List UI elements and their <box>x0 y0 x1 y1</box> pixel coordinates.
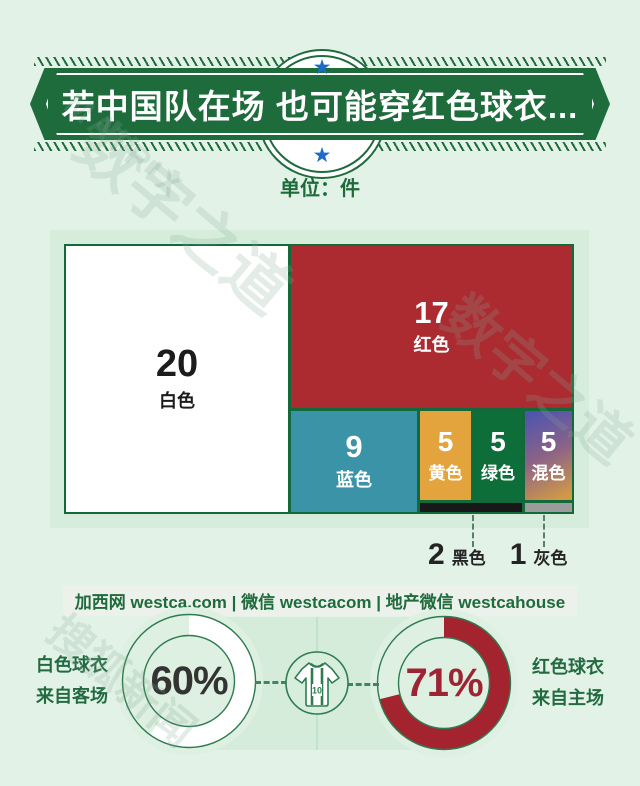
jersey-icon: 10 <box>285 651 349 715</box>
treemap-label-white: 白色 <box>159 390 195 411</box>
footer-credit: 加西网 westca.com | 微信 westcacom | 地产微信 wes… <box>62 585 578 616</box>
donut-arc-white <box>122 614 256 748</box>
donut-white-label: 白色球衣 来自客场 <box>24 650 120 712</box>
treemap-box-black <box>420 503 522 512</box>
treemap-box-green: 5 绿色 <box>474 411 522 500</box>
ribbon-inner-border <box>46 73 594 135</box>
connector-dash-right <box>347 683 379 686</box>
treemap-value-black: 2 <box>428 538 445 571</box>
connector-dash-left <box>255 681 287 684</box>
treemap-box-yellow: 5 黄色 <box>420 411 471 500</box>
treemap-value-yellow: 5 <box>437 426 454 458</box>
unit-label: 单位：件 <box>280 178 360 200</box>
treemap-label-yellow: 黄色 <box>428 463 463 483</box>
treemap-box-white: 20 白色 <box>66 246 288 512</box>
star-icon-top: ★ <box>312 56 332 79</box>
treemap-label-red: 红色 <box>413 335 450 356</box>
treemap-box-red: 17 红色 <box>291 246 572 408</box>
page-title: 若中国队在场 也可能穿红色球衣... <box>61 88 579 125</box>
leader-line-gray <box>543 515 545 547</box>
treemap-box-mixed: 5 混色 <box>525 411 572 500</box>
donut-white-percent: 60% <box>150 659 228 703</box>
treemap-value-green: 5 <box>490 426 506 458</box>
treemap-panel: 20 白色 17 红色 9 蓝色 5 黄色 5 绿色 5 混色 <box>50 230 589 528</box>
treemap-value-red: 17 <box>414 294 449 330</box>
donut-white-label-line2: 来自客场 <box>36 686 108 706</box>
treemap-value-blue: 9 <box>345 429 363 465</box>
treemap-box-blue: 9 蓝色 <box>291 411 417 512</box>
treemap-label-blue: 蓝色 <box>336 469 372 490</box>
treemap-label-black: 黑色 <box>451 549 486 568</box>
star-icon-bottom: ★ <box>312 144 332 167</box>
donut-arc-red <box>377 616 511 750</box>
title-ribbon: 若中国队在场 也可能穿红色球衣... <box>30 68 610 140</box>
treemap-small-labels: 2 黑色 1 灰色 <box>428 538 567 572</box>
treemap-label-green: 绿色 <box>481 463 515 483</box>
treemap-box-gray <box>525 503 572 512</box>
treemap-label-gray: 灰色 <box>533 549 568 568</box>
treemap-chart: 20 白色 17 红色 9 蓝色 5 黄色 5 绿色 5 混色 <box>64 244 574 514</box>
treemap-value-white: 20 <box>155 343 199 386</box>
footer-credit-row: 加西网 westca.com | 微信 westcacom | 地产微信 wes… <box>0 585 640 616</box>
treemap-value-gray: 1 <box>509 538 527 571</box>
donut-white-label-line1: 白色球衣 <box>36 655 108 675</box>
donut-red-label: 红色球衣 来自主场 <box>520 652 616 714</box>
donut-red-percent: 71% <box>405 661 483 705</box>
jersey-number: 10 <box>312 686 322 696</box>
donut-red-label-line1: 红色球衣 <box>532 657 604 677</box>
treemap-label-mixed: 混色 <box>531 463 566 483</box>
leader-line-black <box>472 515 474 547</box>
treemap-value-mixed: 5 <box>540 426 557 458</box>
donut-red-label-line2: 来自主场 <box>532 688 604 708</box>
